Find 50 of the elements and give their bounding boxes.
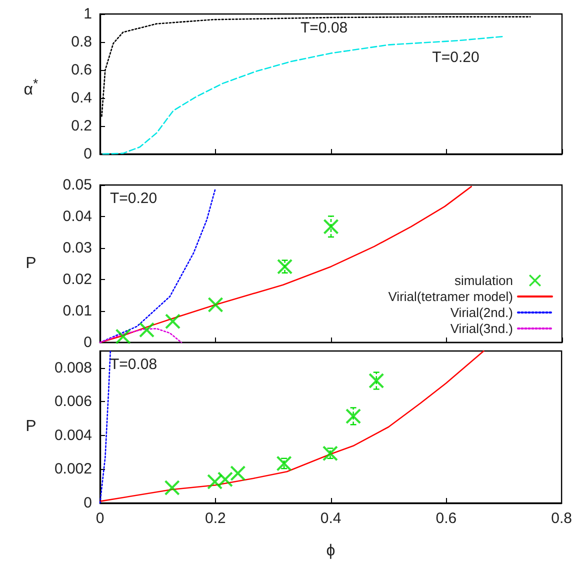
x-tick-label: 0.6 <box>436 510 457 527</box>
annotation: T=0.20 <box>110 190 158 207</box>
point <box>277 259 292 274</box>
y-tick-label: 0.6 <box>71 62 92 78</box>
y-tick-label: 0.002 <box>54 460 92 478</box>
point <box>208 297 223 312</box>
legend-label: Virial(tetramer model) <box>388 289 513 304</box>
legend-label: Virial(3nd.) <box>450 321 513 336</box>
line-series <box>102 36 505 155</box>
point <box>164 480 180 496</box>
y-tick-label: 0.006 <box>54 393 92 410</box>
line-series <box>99 350 484 502</box>
y-tick-label: 0 <box>84 494 92 512</box>
y-tick-label: 0.04 <box>62 208 92 225</box>
point <box>322 446 338 461</box>
x-tick-label: 0.2 <box>204 510 226 527</box>
y-tick-label: 0.008 <box>54 359 92 376</box>
y-tick-label: 0.004 <box>54 426 92 444</box>
y-axis-title: P <box>24 254 38 274</box>
y-tick-label: 0.2 <box>71 118 92 134</box>
legend-label: Virial(2nd.) <box>450 305 513 320</box>
point <box>207 474 222 490</box>
point <box>230 466 246 481</box>
y-tick-label: 0.02 <box>62 271 92 288</box>
y-tick-label: 0.01 <box>62 302 92 320</box>
annotation: T=0.20 <box>432 48 480 66</box>
y-tick-label: 1 <box>84 6 92 22</box>
point <box>368 373 384 388</box>
point <box>346 408 361 424</box>
y-tick-label: 0.05 <box>62 176 92 194</box>
point <box>324 219 338 234</box>
y-tick-label: 0.4 <box>71 90 92 106</box>
point <box>276 456 292 471</box>
y-axis-title: P <box>24 417 38 437</box>
y-axis-title: α$^{*}$ <box>22 75 40 100</box>
legend-label: simulation <box>454 273 513 288</box>
y-tick-label: 0.03 <box>62 240 92 256</box>
annotation: T=0.08 <box>110 356 158 373</box>
point <box>139 322 154 338</box>
x-tick-label: 0.8 <box>551 510 572 527</box>
x-tick-label: 0 <box>96 510 104 527</box>
x-axis-title: ϕ <box>326 542 336 560</box>
y-tick-label: 0 <box>84 334 92 351</box>
y-tick-label: 0 <box>84 146 92 162</box>
x-tick-label: 0.4 <box>320 510 342 527</box>
point <box>165 314 180 329</box>
y-tick-label: 0.8 <box>71 34 92 50</box>
point <box>116 329 131 344</box>
annotation: T=0.08 <box>300 20 348 36</box>
point <box>218 472 233 487</box>
